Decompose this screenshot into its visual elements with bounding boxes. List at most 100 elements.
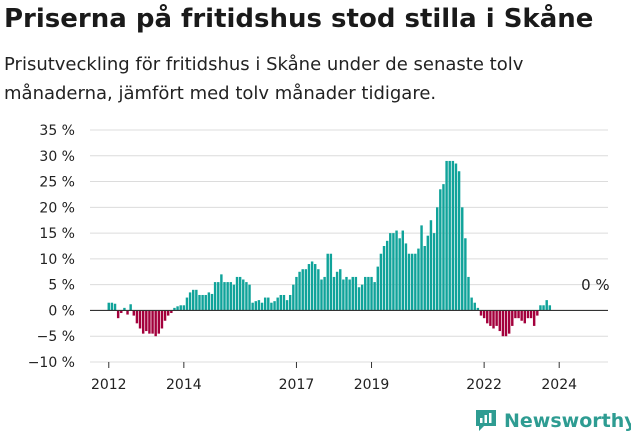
- bar: [126, 310, 129, 315]
- bar: [166, 310, 170, 316]
- bar: [464, 238, 467, 311]
- y-tick-label: −5 %: [37, 329, 75, 345]
- x-tick-label: 2019: [354, 377, 390, 393]
- bar: [323, 276, 326, 311]
- bar: [226, 282, 229, 311]
- bar: [254, 301, 258, 311]
- bar: [451, 160, 455, 311]
- x-tick-label: 2022: [466, 377, 502, 393]
- bar: [439, 189, 442, 311]
- bar: [539, 305, 542, 311]
- bar: [160, 310, 164, 329]
- bar: [536, 310, 539, 316]
- bar: [523, 310, 526, 324]
- bar: [501, 310, 505, 337]
- bar: [185, 297, 189, 311]
- bar: [470, 297, 473, 311]
- bar: [154, 310, 157, 337]
- bar-series: [107, 160, 552, 337]
- bar: [545, 300, 548, 311]
- bar: [395, 230, 398, 311]
- bar: [173, 307, 176, 311]
- bar: [457, 171, 461, 311]
- bar: [314, 264, 317, 311]
- bar: [360, 284, 364, 311]
- bar: [285, 300, 289, 311]
- bar: [260, 302, 264, 311]
- bar: [129, 304, 132, 311]
- bar: [207, 292, 211, 311]
- bar: [495, 310, 498, 326]
- bar: [404, 243, 408, 311]
- bar: [151, 310, 154, 334]
- bar: [348, 279, 351, 311]
- bar: [529, 310, 533, 319]
- bar: [170, 310, 173, 314]
- bar: [357, 287, 361, 311]
- y-tick-label: 30 %: [39, 149, 75, 165]
- bar: [223, 282, 226, 311]
- bar: [179, 305, 182, 311]
- bar: [414, 253, 417, 311]
- x-tick-label: 2024: [541, 377, 577, 393]
- y-tick-label: 25 %: [39, 175, 75, 191]
- x-tick-label: 2014: [166, 377, 202, 393]
- bar: [382, 246, 386, 311]
- bar: [138, 310, 142, 329]
- bar: [476, 307, 480, 311]
- bar: [542, 305, 545, 311]
- bar: [514, 310, 517, 319]
- bar: [517, 310, 520, 319]
- bar: [270, 302, 273, 311]
- bar: [145, 310, 148, 332]
- bar: [282, 294, 286, 311]
- bar: [467, 276, 470, 311]
- bar: [148, 310, 151, 334]
- bar: [417, 248, 420, 311]
- bar: [429, 220, 433, 311]
- bar: [295, 276, 298, 311]
- bar: [320, 279, 323, 311]
- bar: [385, 240, 389, 311]
- bar: [367, 276, 370, 311]
- bar: [110, 302, 114, 311]
- bar: [141, 310, 145, 334]
- x-axis-labels: 2012 2014 2017 2019 2022 2024: [91, 377, 577, 393]
- bar: [263, 297, 267, 311]
- bar: [436, 207, 439, 311]
- bar: [454, 163, 458, 311]
- y-axis-labels: −10 % −5 % 0 % 5 % 10 % 15 % 20 % 25 % 30 % 35 %: [28, 123, 75, 371]
- y-tick-label: 5 %: [48, 278, 75, 294]
- bar: [123, 307, 126, 311]
- bar: [423, 246, 426, 311]
- bar: [120, 310, 123, 314]
- bar: [461, 207, 464, 311]
- bar: [201, 294, 204, 311]
- bar: [442, 184, 445, 311]
- bar: [132, 310, 136, 316]
- y-tick-label: 15 %: [39, 226, 75, 242]
- bar: [267, 297, 270, 311]
- bar: [407, 253, 411, 311]
- bar: [492, 310, 495, 329]
- bar: [392, 233, 395, 311]
- bar: [276, 297, 279, 311]
- bar: [526, 310, 530, 319]
- bar: [342, 279, 345, 311]
- bar: [301, 269, 304, 311]
- newsworthy-brand: Newsworthy: [474, 408, 631, 434]
- bar: [245, 282, 248, 311]
- bar: [498, 310, 501, 332]
- bar: [482, 310, 486, 319]
- y-tick-label: 10 %: [39, 252, 75, 268]
- bar: [279, 294, 283, 311]
- bar: [157, 310, 161, 334]
- bar: [511, 310, 514, 326]
- bar: [370, 276, 373, 311]
- chart-title: Priserna på fritidshus stod stilla i Skå…: [4, 4, 594, 34]
- bar: [176, 306, 179, 311]
- bar: [107, 302, 110, 311]
- bar: [479, 310, 483, 316]
- bar: [310, 261, 314, 311]
